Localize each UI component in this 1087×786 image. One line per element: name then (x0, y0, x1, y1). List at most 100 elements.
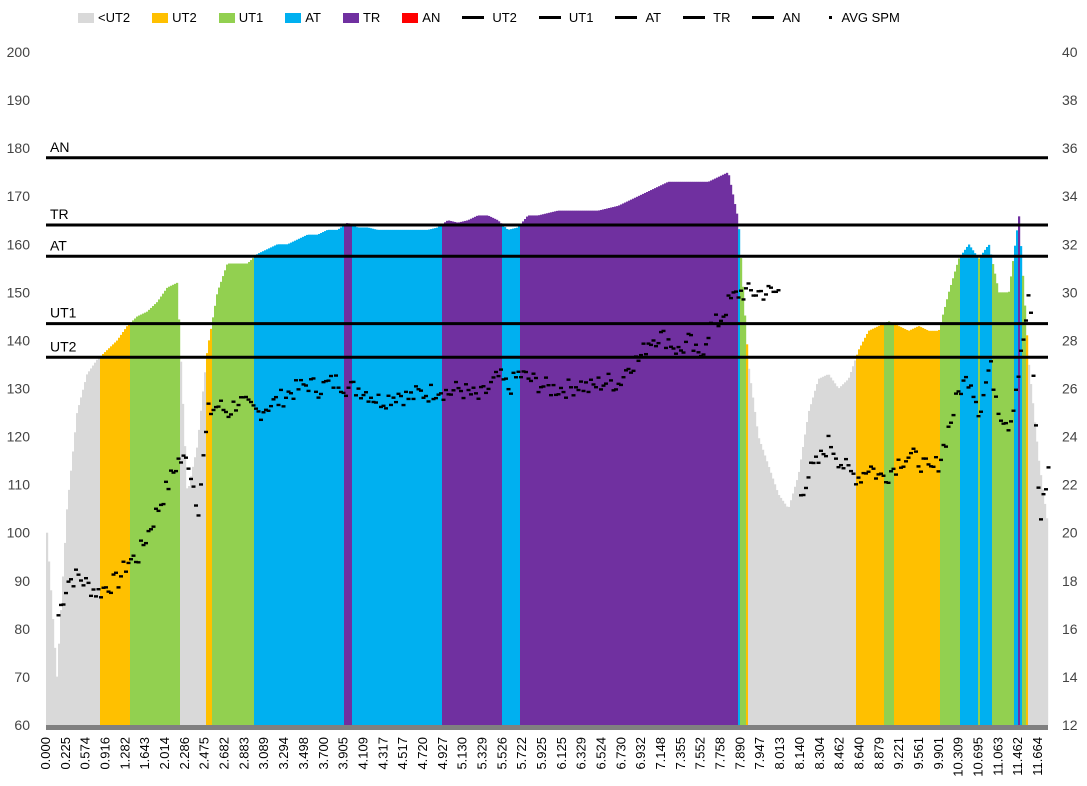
spm-point (984, 381, 988, 384)
spm-point (169, 469, 173, 472)
hr-zone-column (836, 386, 839, 725)
spm-point (811, 461, 816, 465)
hr-zone-column (486, 215, 489, 725)
hr-zone-column (570, 210, 573, 725)
hr-zone-column (246, 263, 249, 725)
hr-zone-column (674, 181, 677, 726)
hr-zone-column (550, 212, 553, 726)
hr-zone-column (326, 230, 329, 726)
hr-zone-column (644, 192, 647, 725)
spm-point (941, 443, 946, 447)
x-tick-label: 11.664 (1030, 737, 1045, 776)
hr-zone-column (732, 194, 735, 725)
spm-point (594, 385, 598, 389)
spm-point (579, 380, 583, 383)
threshold-label: AT (50, 237, 67, 253)
hr-zone-column (920, 327, 923, 725)
hr-zone-column (488, 215, 491, 726)
spm-point (494, 370, 498, 374)
hr-zone-column (52, 619, 55, 725)
spm-point (921, 457, 926, 460)
hr-zone-column (514, 228, 517, 725)
hr-zone-column (700, 181, 703, 726)
hr-zone-column (676, 181, 679, 726)
hr-zone-column (168, 286, 171, 725)
spm-point (809, 461, 813, 464)
hr-zone-column (722, 174, 725, 725)
spm-point (219, 399, 223, 402)
spm-point (701, 353, 706, 356)
spm-point (889, 470, 893, 473)
legend-label: UT1 (238, 10, 264, 25)
spm-point (416, 388, 421, 391)
spm-point (256, 410, 261, 413)
hr-zone-column (860, 345, 863, 725)
spm-point (621, 376, 626, 379)
hr-zone-column (182, 403, 185, 725)
hr-zone-column (866, 333, 869, 725)
spm-point (539, 385, 543, 389)
spm-point (214, 405, 218, 409)
spm-point (959, 392, 963, 396)
spm-point (1046, 466, 1051, 469)
hr-zone-column (986, 246, 989, 726)
legend-label: AT (305, 10, 321, 25)
spm-point (326, 379, 331, 382)
y-left-tick-label: 170 (7, 188, 31, 204)
spm-point (849, 469, 853, 473)
hr-zone-column (556, 210, 559, 726)
hr-zone-column (262, 251, 265, 725)
hr-zone-column (406, 229, 409, 725)
hr-zone-column (378, 229, 381, 725)
hr-zone-column (590, 210, 593, 725)
hr-zone-column (56, 676, 59, 725)
hr-zone-column (1008, 291, 1011, 725)
hr-zone-column (140, 314, 143, 725)
spm-point (799, 494, 803, 497)
spm-point (1001, 422, 1006, 425)
spm-point (801, 493, 806, 497)
hr-zone-column (970, 247, 973, 725)
hr-zone-column (562, 210, 565, 725)
hr-zone-column (844, 382, 847, 725)
legend-label: AN (422, 10, 441, 25)
hr-zone-column (66, 509, 69, 725)
hr-zone-column (130, 322, 133, 725)
spm-point (686, 332, 691, 336)
y-right-tick-label: 36 (1062, 140, 1078, 156)
hr-zone-column (692, 181, 695, 726)
spm-point (669, 345, 673, 348)
hr-zone-column (664, 183, 667, 725)
hr-zone-column (990, 254, 993, 725)
spm-point (576, 388, 581, 392)
spm-point (211, 408, 216, 412)
spm-point (64, 591, 68, 595)
spm-point (226, 415, 231, 419)
hr-zone-column (980, 255, 983, 725)
spm-point (59, 603, 63, 607)
legend-label: AN (782, 10, 801, 25)
spm-point (524, 370, 528, 374)
x-axis-line (46, 725, 1048, 730)
hr-zone-column (856, 354, 859, 725)
spm-point (411, 397, 416, 401)
spm-point (221, 408, 226, 412)
spm-point (609, 379, 613, 382)
spm-point (79, 579, 83, 582)
hr-zone-column (918, 326, 921, 725)
spm-point (359, 397, 363, 400)
hr-zone-column (1010, 276, 1013, 725)
hr-zone-column (188, 486, 191, 725)
spm-point (381, 404, 386, 408)
hr-zone-column (710, 180, 713, 726)
legend-swatch (402, 12, 419, 23)
spm-point (626, 367, 631, 371)
spm-point (266, 409, 271, 412)
hr-zone-column (922, 328, 925, 725)
hr-zone-column (672, 181, 675, 726)
hr-zone-column (658, 186, 661, 726)
hr-zone-column (398, 229, 401, 725)
legend-item: UT2 (152, 10, 197, 25)
hr-zone-column (996, 283, 999, 725)
spm-point (974, 400, 978, 404)
